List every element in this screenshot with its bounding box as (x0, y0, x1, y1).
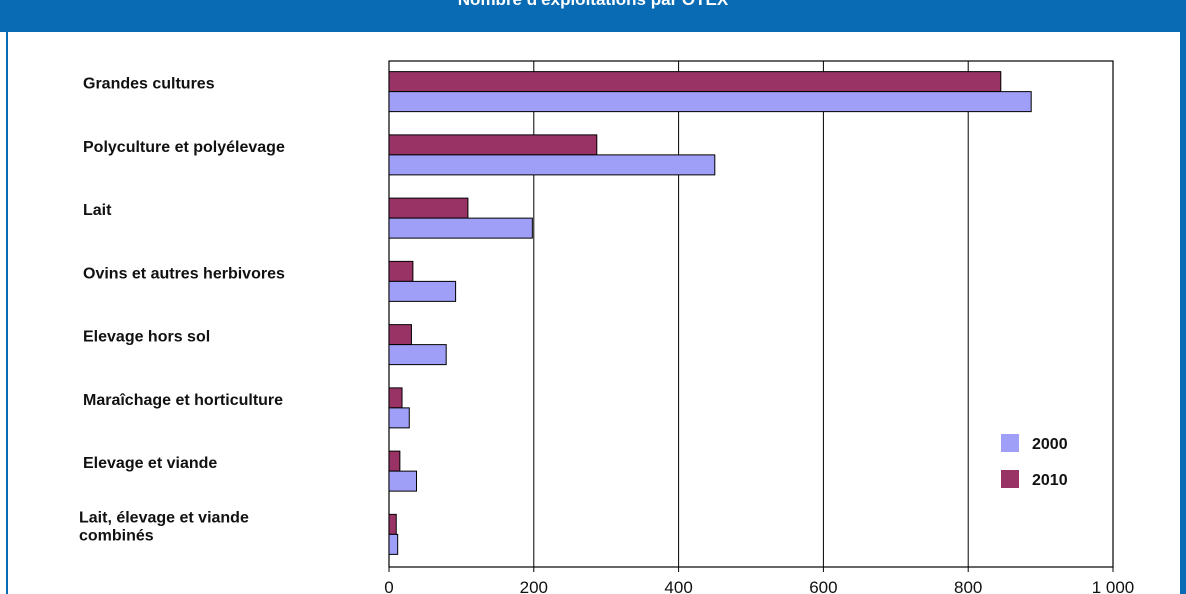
category-label: Elevage hors sol (83, 329, 210, 346)
category-label: Ovins et autres herbivores (83, 265, 285, 282)
bar-2010 (388, 513, 397, 535)
bar-2010 (388, 450, 401, 472)
chart-title: Nombre d'exploitations par OTEX (0, 0, 1186, 12)
bar-2010 (388, 134, 598, 156)
frame-right-border (1180, 32, 1186, 594)
x-tick-label: 800 (954, 578, 982, 594)
bar-2000 (388, 280, 457, 302)
frame-left-border (6, 32, 8, 594)
x-tick-label: 200 (520, 578, 548, 594)
x-tick-label: 600 (809, 578, 837, 594)
legend-label-2010: 2010 (1032, 472, 1068, 489)
bar-2000 (388, 533, 399, 555)
category-label: Lait (83, 202, 112, 219)
bar-2000 (388, 217, 533, 239)
bar-2010 (388, 324, 412, 346)
bar-2010 (388, 197, 469, 219)
x-tick-label: 1 000 (1092, 578, 1135, 594)
category-label: Polyculture et polyélevage (83, 139, 285, 156)
bar-2000 (388, 470, 418, 492)
legend-swatch-2010 (1001, 470, 1019, 488)
title-bar: Nombre d'exploitations par OTEX (0, 0, 1186, 32)
bar-2000 (388, 91, 1032, 113)
bar-2000 (388, 344, 447, 366)
bar-2000 (388, 154, 716, 176)
legend-swatch-2000 (1001, 434, 1019, 452)
legend-label-2000: 2000 (1032, 436, 1068, 453)
bar-2000 (388, 407, 410, 429)
x-tick-label: 0 (384, 578, 393, 594)
category-label: Lait, élevage et viande combinés (79, 509, 249, 544)
category-label: Elevage et viande (83, 455, 217, 472)
bar-2010 (388, 387, 403, 409)
bar-2010 (388, 260, 414, 282)
category-label: Grandes cultures (83, 76, 215, 93)
x-tick-label: 400 (664, 578, 692, 594)
bar-2010 (388, 71, 1002, 93)
category-label: Maraîchage et horticulture (83, 392, 283, 409)
